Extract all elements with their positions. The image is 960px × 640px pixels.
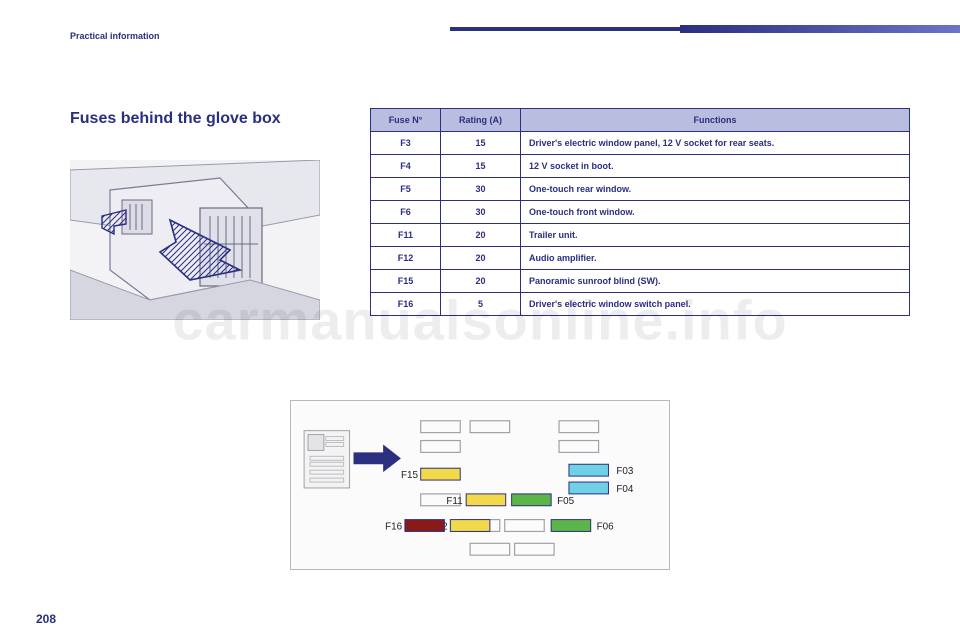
table-row: F1220Audio amplifier.	[371, 247, 910, 270]
section-title: Fuses behind the glove box	[70, 110, 350, 128]
table-row: F530One-touch rear window.	[371, 178, 910, 201]
svg-text:F03: F03	[616, 466, 634, 477]
page-number: 208	[36, 612, 56, 626]
fuse-table-body: F315Driver's electric window panel, 12 V…	[371, 132, 910, 316]
running-header-label: Practical information	[70, 31, 160, 41]
svg-text:F16: F16	[385, 521, 403, 532]
header-bar	[450, 27, 960, 31]
running-header: Practical information	[70, 26, 960, 44]
table-row: F1520Panoramic sunroof blind (SW).	[371, 270, 910, 293]
svg-text:F04: F04	[616, 484, 634, 495]
table-row: F165Driver's electric window switch pane…	[371, 293, 910, 316]
svg-text:F15: F15	[401, 470, 419, 481]
col-header-functions: Functions	[521, 109, 910, 132]
table-row: F315Driver's electric window panel, 12 V…	[371, 132, 910, 155]
page: Practical information Fuses behind the g…	[0, 0, 960, 640]
fuse-layout-svg: F03 F04 F05 F06 F11 F12 F15 F16	[291, 401, 669, 569]
fuse-table: Fuse N° Rating (A) Functions F315Driver'…	[370, 108, 910, 316]
col-header-fuse: Fuse N°	[371, 109, 441, 132]
fuse-layout-diagram: F03 F04 F05 F06 F11 F12 F15 F16	[290, 400, 670, 570]
glovebox-illustration	[70, 160, 320, 320]
table-row: F1120Trailer unit.	[371, 224, 910, 247]
svg-text:F11: F11	[446, 496, 463, 507]
svg-text:F06: F06	[597, 521, 615, 532]
table-row: F41512 V socket in boot.	[371, 155, 910, 178]
table-row: F630One-touch front window.	[371, 201, 910, 224]
glovebox-svg	[70, 160, 320, 320]
svg-text:F05: F05	[557, 496, 575, 507]
col-header-rating: Rating (A)	[441, 109, 521, 132]
